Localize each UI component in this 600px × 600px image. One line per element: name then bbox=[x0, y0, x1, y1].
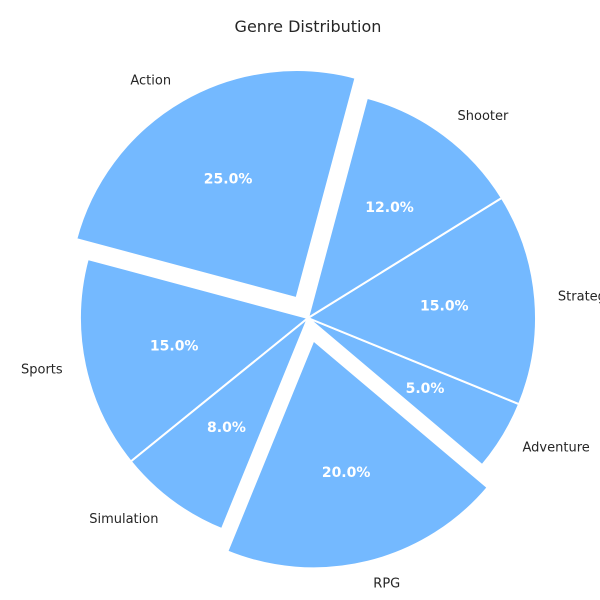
slice-label-shooter: Shooter bbox=[458, 109, 509, 124]
slices-group bbox=[75, 69, 537, 570]
slice-pct-shooter: 12.0% bbox=[365, 200, 414, 216]
chart-title: Genre Distribution bbox=[235, 17, 382, 36]
pct-labels-group: 25.0% 15.0% 8.0% 20.0% 5.0% 15.0% 12.0% bbox=[150, 172, 469, 482]
slice-pct-adventure: 5.0% bbox=[406, 381, 445, 397]
slice-pct-sports: 15.0% bbox=[150, 338, 199, 354]
slice-label-adventure: Adventure bbox=[523, 440, 590, 455]
pie-slice-sports bbox=[79, 257, 311, 463]
slice-label-simulation: Simulation bbox=[89, 512, 158, 527]
pie-slice-shooter bbox=[306, 96, 504, 321]
pie-slice-action bbox=[75, 69, 357, 300]
pie-slice-simulation bbox=[129, 317, 309, 531]
pie-slice-rpg bbox=[226, 338, 490, 570]
slice-label-strategy: Strategy bbox=[558, 290, 600, 305]
slice-pct-action: 25.0% bbox=[204, 172, 253, 188]
pie-slice-strategy bbox=[305, 196, 537, 406]
slice-pct-rpg: 20.0% bbox=[322, 465, 371, 481]
slice-pct-strategy: 15.0% bbox=[420, 299, 469, 315]
slice-pct-simulation: 8.0% bbox=[207, 420, 246, 436]
slice-label-action: Action bbox=[130, 73, 171, 88]
slice-label-rpg: RPG bbox=[373, 576, 400, 591]
slice-label-sports: Sports bbox=[21, 363, 63, 378]
labels-group: Action Sports Simulation RPG Adventure Strate… bbox=[21, 73, 600, 591]
